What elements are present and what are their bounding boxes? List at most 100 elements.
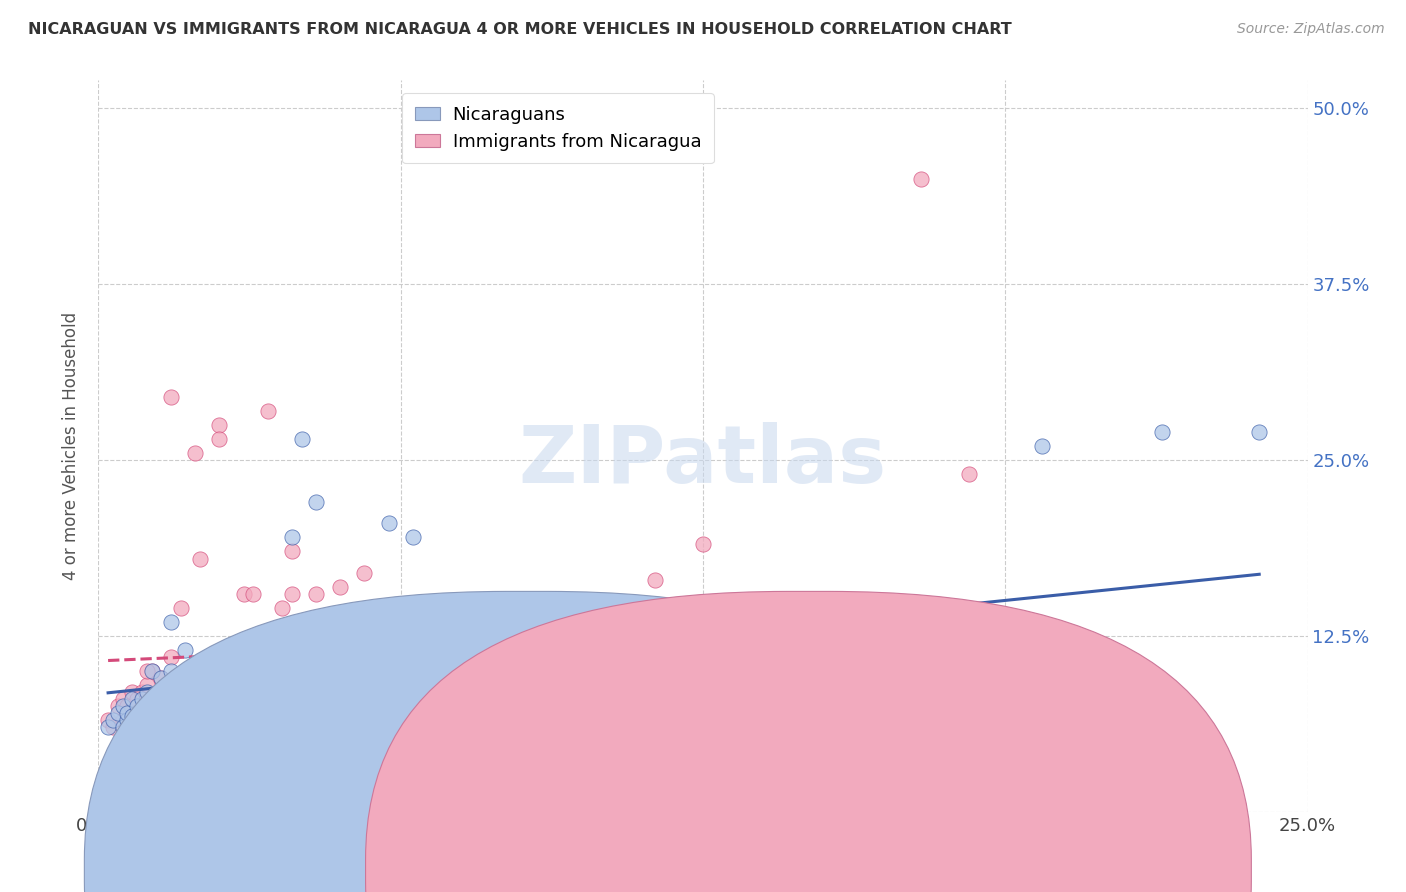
Point bbox=[174, 671, 197, 685]
Point bbox=[135, 685, 157, 699]
Point bbox=[179, 692, 201, 706]
Point bbox=[141, 664, 163, 678]
Point bbox=[101, 714, 124, 728]
Point bbox=[169, 699, 191, 714]
Point bbox=[141, 709, 163, 723]
Point bbox=[668, 706, 690, 721]
Point bbox=[426, 699, 449, 714]
Point bbox=[281, 530, 304, 544]
Point bbox=[595, 699, 617, 714]
Point bbox=[765, 720, 787, 734]
Point bbox=[860, 692, 883, 706]
Point bbox=[131, 706, 153, 721]
Point bbox=[837, 692, 859, 706]
Point bbox=[256, 643, 278, 657]
Point bbox=[97, 714, 120, 728]
Point bbox=[271, 636, 294, 650]
Point bbox=[934, 692, 956, 706]
Point bbox=[160, 664, 183, 678]
Point bbox=[194, 678, 217, 692]
Text: R = 0.397: R = 0.397 bbox=[467, 130, 558, 148]
Point bbox=[957, 699, 980, 714]
Point bbox=[402, 671, 425, 685]
Point bbox=[860, 720, 883, 734]
Point bbox=[131, 685, 153, 699]
Point bbox=[523, 615, 546, 629]
Point bbox=[290, 432, 312, 446]
Point bbox=[135, 714, 157, 728]
Point bbox=[194, 706, 217, 721]
Point bbox=[692, 537, 714, 551]
Point bbox=[644, 573, 666, 587]
Point bbox=[145, 706, 167, 721]
Point bbox=[117, 706, 139, 721]
Point bbox=[101, 720, 124, 734]
Point bbox=[165, 678, 187, 692]
Point bbox=[188, 551, 211, 566]
Point bbox=[160, 720, 183, 734]
Point bbox=[222, 678, 245, 692]
Text: N = 80: N = 80 bbox=[613, 130, 681, 148]
Point bbox=[329, 643, 352, 657]
Point bbox=[107, 706, 129, 721]
Point bbox=[141, 709, 163, 723]
Point bbox=[498, 664, 520, 678]
Point bbox=[1249, 425, 1271, 439]
Point bbox=[668, 714, 690, 728]
Point bbox=[377, 685, 399, 699]
Point bbox=[212, 664, 235, 678]
Point bbox=[474, 671, 496, 685]
Point bbox=[165, 685, 187, 699]
Point bbox=[242, 587, 264, 601]
Point bbox=[498, 622, 520, 636]
Point bbox=[188, 671, 211, 685]
Text: ZIPatlas: ZIPatlas bbox=[519, 422, 887, 500]
Point bbox=[141, 664, 163, 678]
Point bbox=[212, 692, 235, 706]
Point bbox=[910, 720, 932, 734]
Point bbox=[1007, 727, 1029, 741]
Point bbox=[329, 699, 352, 714]
Point bbox=[111, 720, 134, 734]
Point bbox=[127, 692, 149, 706]
Point bbox=[740, 657, 762, 671]
Point bbox=[910, 171, 932, 186]
Point bbox=[329, 636, 352, 650]
Point bbox=[242, 671, 264, 685]
Point bbox=[498, 671, 520, 685]
Point bbox=[232, 650, 254, 665]
Point bbox=[174, 643, 197, 657]
Point bbox=[204, 671, 226, 685]
Point bbox=[150, 685, 173, 699]
Point bbox=[179, 692, 201, 706]
Point bbox=[208, 650, 231, 665]
Point bbox=[353, 566, 375, 580]
Point bbox=[111, 692, 134, 706]
Point bbox=[184, 678, 207, 692]
Point bbox=[571, 699, 593, 714]
Point bbox=[145, 692, 167, 706]
Point bbox=[198, 664, 221, 678]
Point bbox=[135, 714, 157, 728]
Point bbox=[107, 699, 129, 714]
Point bbox=[131, 692, 153, 706]
Y-axis label: 4 or more Vehicles in Household: 4 or more Vehicles in Household bbox=[62, 312, 80, 580]
Point bbox=[860, 727, 883, 741]
Point bbox=[290, 671, 312, 685]
Point bbox=[571, 692, 593, 706]
Point bbox=[111, 699, 134, 714]
Point bbox=[127, 714, 149, 728]
Text: NICARAGUAN VS IMMIGRANTS FROM NICARAGUA 4 OR MORE VEHICLES IN HOUSEHOLD CORRELAT: NICARAGUAN VS IMMIGRANTS FROM NICARAGUA … bbox=[28, 22, 1012, 37]
Point bbox=[377, 516, 399, 531]
Point bbox=[150, 671, 173, 685]
Text: N = 69: N = 69 bbox=[613, 101, 681, 119]
Point bbox=[789, 615, 811, 629]
Point bbox=[121, 692, 143, 706]
Point bbox=[402, 671, 425, 685]
Point bbox=[402, 530, 425, 544]
Point bbox=[232, 657, 254, 671]
Point bbox=[353, 671, 375, 685]
Point bbox=[319, 650, 342, 665]
Point bbox=[474, 692, 496, 706]
Point bbox=[716, 714, 738, 728]
